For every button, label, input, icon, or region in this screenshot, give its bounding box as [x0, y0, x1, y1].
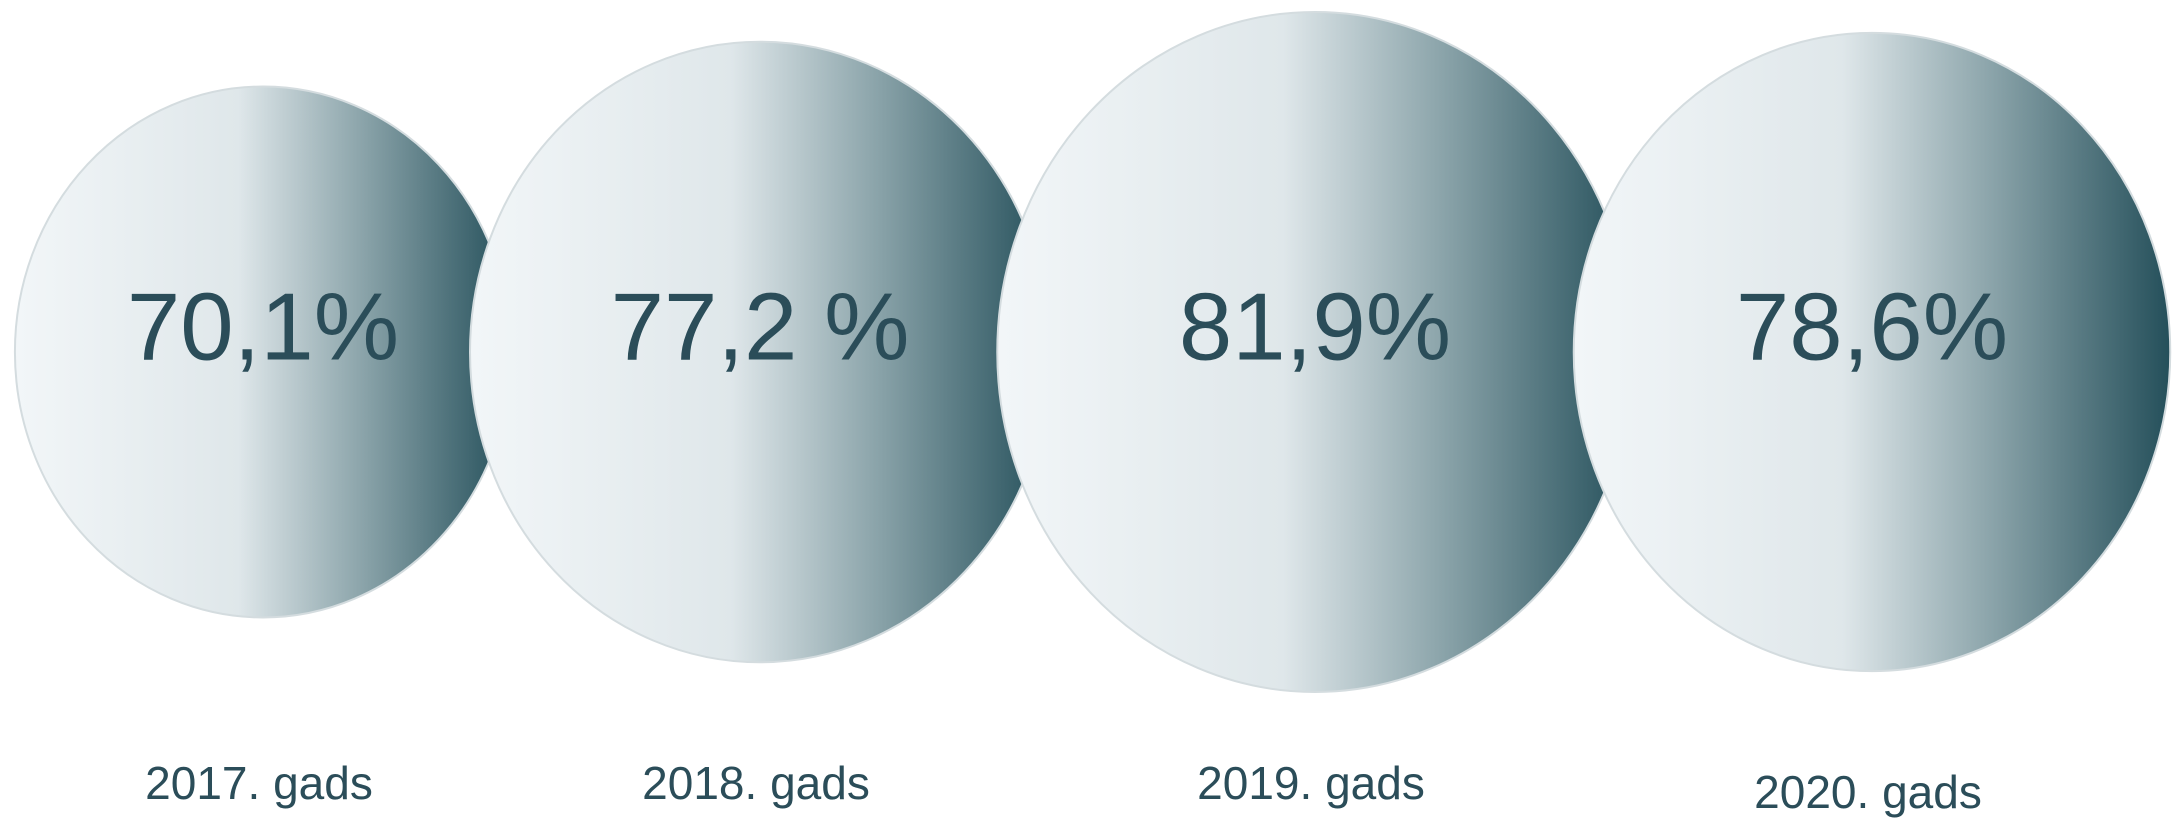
value-label: 77,2 %	[611, 273, 910, 380]
bubble	[1572, 31, 2172, 673]
value-label: 81,9%	[1179, 273, 1451, 380]
value-label: 70,1%	[127, 273, 399, 380]
category-label: 2019. gads	[1197, 757, 1425, 809]
category-label: 2018. gads	[642, 757, 870, 809]
category-label: 2020. gads	[1754, 766, 1982, 818]
value-label: 78,6%	[1736, 273, 2008, 380]
category-label: 2017. gads	[145, 757, 373, 809]
